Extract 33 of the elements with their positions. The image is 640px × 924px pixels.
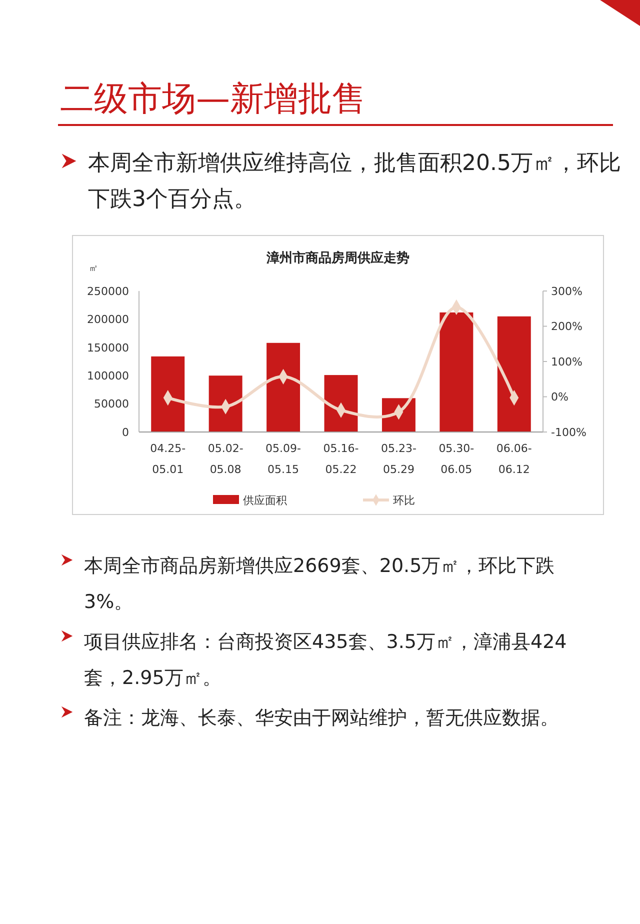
bar: [266, 342, 300, 432]
x-tick-label: 04.25-05.01: [150, 442, 186, 476]
y2-tick-label: -100%: [551, 426, 586, 439]
bar: [324, 375, 358, 432]
text: 本周全市新增供应维持高位，批售面积20.5万㎡，环比下跌3个百分点。: [88, 150, 622, 214]
text: 本周全市商品房新增供应2669套、20.5万㎡，环比下跌3%。: [84, 554, 556, 615]
y-tick-label: 250000: [87, 284, 129, 298]
bar: [440, 312, 474, 432]
x-tick-label: 05.30-06.05: [438, 442, 474, 476]
bar: [208, 376, 242, 432]
x-tick-label: 05.16-05.22: [323, 442, 359, 476]
text: 项目供应排名：台商投资区435套、3.5万㎡，漳浦县424套，2.95万㎡。: [84, 630, 568, 691]
chart-title: 漳州市商品房周供应走势: [266, 250, 410, 266]
y2-tick-label: 300%: [551, 284, 582, 298]
x-tick-label: 05.02-05.08: [208, 442, 244, 476]
text: 二级市场—新增批售: [60, 78, 366, 121]
y-tick-label: 150000: [87, 341, 129, 354]
x-tick-label: 05.09-05.15: [266, 442, 302, 476]
y2-tick-label: 100%: [551, 355, 582, 368]
y-tick-label: 0: [122, 426, 129, 439]
y-tick-label: 200000: [87, 313, 129, 326]
text: 备注：龙海、长泰、华安由于网站维护，暂无供应数据。: [84, 706, 559, 731]
y2-tick-label: 0%: [551, 390, 568, 404]
legend-label: 环比: [393, 494, 415, 507]
y-tick-label: 50000: [94, 398, 129, 411]
bar: [497, 316, 531, 432]
legend-label: 供应面积: [243, 494, 287, 507]
x-tick-label: 06.06-06.12: [496, 442, 532, 476]
y2-tick-label: 200%: [551, 320, 582, 334]
y-axis-title: ㎡: [89, 264, 98, 274]
y-tick-label: 100000: [87, 369, 129, 382]
bar: [151, 356, 185, 432]
x-tick-label: 05.23-05.29: [380, 442, 416, 476]
